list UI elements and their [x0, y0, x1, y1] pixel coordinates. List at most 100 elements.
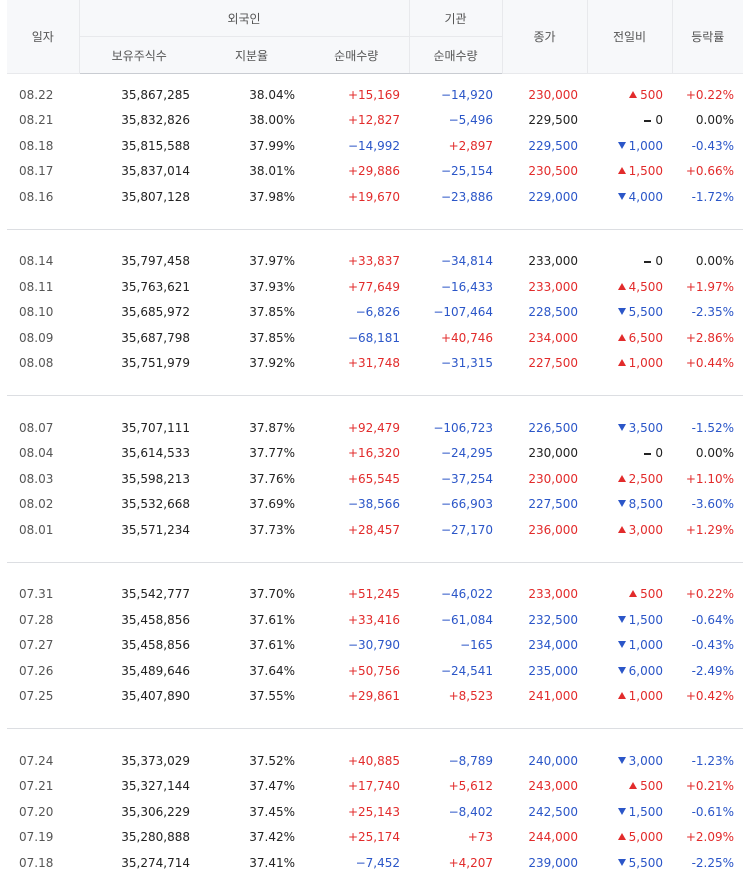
- table-row: 08.08 35,751,979 37.92% +31,748 −31,315 227,5…: [7, 351, 743, 377]
- date-cell: 08.18: [19, 138, 54, 153]
- date-cell: 08.07: [19, 420, 54, 435]
- date-cell: 08.04: [19, 446, 54, 461]
- ratio-cell: 37.93%: [249, 279, 295, 294]
- date-cell: 08.09: [19, 330, 54, 345]
- rate-cell: +0.66%: [685, 164, 735, 179]
- down-triangle-icon: [617, 615, 626, 623]
- table-row: 08.04 35,614,533 37.77% +16,320 −24,295 230,0…: [7, 441, 743, 467]
- separator-cell: [7, 543, 743, 563]
- institution-net-cell: −31,315: [440, 356, 494, 371]
- table-row: 08.07 35,707,111 37.87% +92,479 −106,723 226,…: [7, 415, 743, 441]
- change-value: 5,500: [628, 855, 664, 870]
- close-cell: 234,000: [528, 330, 579, 345]
- date-cell: 07.18: [19, 855, 54, 870]
- table-row: 08.18 35,815,588 37.99% −14,992 +2,897 229,50…: [7, 133, 743, 159]
- change-cell: 1,000: [587, 133, 672, 159]
- close-cell: 229,500: [528, 138, 579, 153]
- holdings-cell: 35,489,646: [121, 663, 190, 678]
- rate-cell: 0.00%: [695, 446, 735, 461]
- down-triangle-icon: [617, 192, 626, 200]
- foreign-net-cell: −68,181: [347, 330, 401, 345]
- close-cell: 235,000: [528, 663, 579, 678]
- holdings-cell: 35,797,458: [121, 254, 190, 269]
- institution-net-cell: +8,523: [448, 689, 494, 704]
- change-value: 4,500: [628, 279, 664, 294]
- ratio-cell: 37.61%: [249, 612, 295, 627]
- separator-cell: [7, 395, 743, 396]
- close-cell: 244,000: [528, 830, 579, 845]
- institution-net-cell: +40,746: [440, 330, 494, 345]
- date-cell: 07.31: [19, 587, 54, 602]
- close-cell: 226,500: [528, 420, 579, 435]
- change-cell: 4,500: [587, 274, 672, 300]
- group-separator: [7, 561, 743, 563]
- change-cell: 3,000: [587, 748, 672, 774]
- ratio-cell: 37.97%: [249, 254, 295, 269]
- table-row: 07.26 35,489,646 37.64% +50,756 −24,541 235,0…: [7, 658, 743, 684]
- rate-cell: -0.64%: [691, 612, 735, 627]
- holdings-cell: 35,815,588: [121, 138, 190, 153]
- holdings-cell: 35,832,826: [121, 113, 190, 128]
- ratio-cell: 37.92%: [249, 356, 295, 371]
- change-cell: 500: [587, 582, 672, 608]
- ratio-cell: 37.64%: [249, 663, 295, 678]
- holdings-cell: 35,306,229: [121, 804, 190, 819]
- close-cell: 230,500: [528, 164, 579, 179]
- up-triangle-icon: [617, 474, 626, 482]
- change-value: 0: [655, 254, 664, 269]
- holdings-cell: 35,532,668: [121, 497, 190, 512]
- group-separator: [7, 728, 743, 729]
- institution-net-cell: −16,433: [440, 279, 494, 294]
- change-cell: 500: [587, 82, 672, 108]
- change-value: 2,500: [628, 471, 664, 486]
- header-institution-net: 순매수량: [408, 36, 503, 74]
- table-row: 08.01 35,571,234 37.73% +28,457 −27,170 236,0…: [7, 517, 743, 543]
- date-cell: 07.21: [19, 779, 54, 794]
- rate-cell: +0.44%: [685, 356, 735, 371]
- institution-net-cell: +4,207: [448, 855, 494, 870]
- ratio-cell: 37.99%: [249, 138, 295, 153]
- group-separator: [7, 563, 743, 582]
- rate-cell: +0.21%: [685, 779, 735, 794]
- down-triangle-icon: [617, 858, 626, 866]
- foreign-net-cell: +92,479: [347, 420, 401, 435]
- change-value: 6,000: [628, 663, 664, 678]
- date-cell: 07.19: [19, 830, 54, 845]
- holdings-cell: 35,685,972: [121, 305, 190, 320]
- change-cell: 1,500: [587, 607, 672, 633]
- flat-dash-icon: [644, 260, 652, 263]
- change-value: 3,000: [628, 522, 664, 537]
- date-cell: 07.25: [19, 689, 54, 704]
- change-cell: 4,000: [587, 184, 672, 210]
- holdings-cell: 35,542,777: [121, 587, 190, 602]
- change-cell: 1,500: [587, 159, 672, 185]
- change-value: 1,500: [628, 804, 664, 819]
- ratio-cell: 37.73%: [249, 522, 295, 537]
- foreign-net-cell: −6,826: [355, 305, 401, 320]
- table-row: 08.03 35,598,213 37.76% +65,545 −37,254 230,0…: [7, 466, 743, 492]
- institution-net-cell: −27,170: [440, 522, 494, 537]
- holdings-cell: 35,867,285: [121, 87, 190, 102]
- institution-net-cell: −106,723: [433, 420, 494, 435]
- change-cell: 3,500: [587, 415, 672, 441]
- table-body: 08.22 35,867,285 38.04% +15,169 −14,920 230,0…: [7, 74, 743, 876]
- table-row: 08.22 35,867,285 38.04% +15,169 −14,920 230,0…: [7, 82, 743, 108]
- ratio-cell: 37.52%: [249, 753, 295, 768]
- foreign-net-cell: +40,885: [347, 753, 401, 768]
- institution-net-cell: −34,814: [440, 254, 494, 269]
- header-ratio: 지분율: [199, 36, 304, 74]
- change-value: 500: [640, 87, 664, 102]
- rate-cell: 0.00%: [695, 254, 735, 269]
- ratio-cell: 37.41%: [249, 855, 295, 870]
- date-cell: 08.21: [19, 113, 54, 128]
- foreign-net-cell: −30,790: [347, 638, 401, 653]
- header-rate: 등락률: [671, 0, 743, 74]
- group-separator: [7, 729, 743, 748]
- change-cell: 1,500: [587, 799, 672, 825]
- rate-cell: +0.22%: [685, 587, 735, 602]
- separator-cell: [7, 728, 743, 729]
- close-cell: 227,500: [528, 497, 579, 512]
- rate-cell: +1.29%: [685, 522, 735, 537]
- header-holdings: 보유주식수: [78, 36, 199, 74]
- foreign-net-cell: −7,452: [355, 855, 401, 870]
